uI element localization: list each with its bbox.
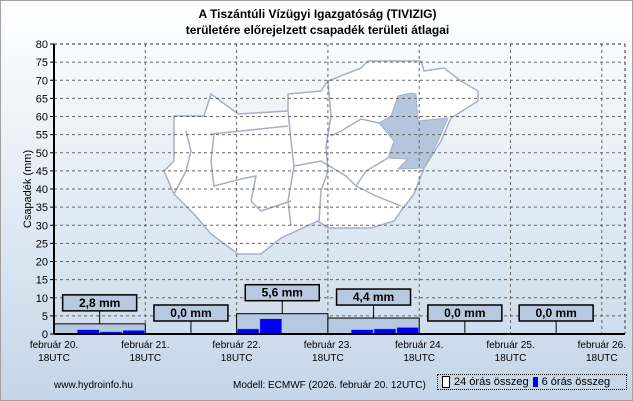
data-label-box [244, 283, 320, 302]
legend: 24 órás összeg 6 órás összeg [437, 374, 627, 390]
y-tick-label: 15 [36, 275, 48, 287]
x-tick-label-date: február 25. [486, 340, 534, 351]
x-tick-label-date: február 21. [121, 340, 169, 351]
data-label-box [427, 304, 503, 322]
data-label: 5,6 mm [262, 286, 303, 300]
data-label-box [153, 304, 229, 322]
y-tick-label: 60 [36, 112, 48, 124]
y-tick-label: 25 [36, 238, 48, 250]
x-tick-label-time: 18UTC [312, 353, 344, 364]
x-tick-label-date: február 20. [30, 340, 78, 351]
y-tick-label: 70 [36, 75, 48, 87]
y-tick-label: 50 [36, 148, 48, 160]
legend-6h-swatch [532, 377, 538, 387]
y-tick-label: 80 [36, 39, 48, 51]
chart-title: A Tiszántúli Vízügyi Igazgatóság (TIVIZI… [198, 7, 437, 21]
y-tick-label: 35 [36, 202, 48, 214]
data-label: 4,4 mm [353, 290, 394, 304]
model-info: Modell: ECMWF (2026. február 20. 12UTC) [233, 380, 426, 391]
source-link[interactable]: www.hydroinfo.hu [54, 380, 133, 391]
x-tick-label-time: 18UTC [38, 353, 70, 364]
data-label: 0,0 mm [170, 306, 211, 320]
y-axis-label: Csapadék (mm) [22, 150, 34, 228]
data-label: 0,0 mm [444, 306, 485, 320]
hungary-map [163, 60, 479, 255]
bar-6h [259, 318, 282, 335]
y-tick-label: 40 [36, 184, 48, 196]
x-tick-label-date: február 24. [395, 340, 443, 351]
y-tick-label: 30 [36, 220, 48, 232]
x-tick-label-date: február 26. [578, 340, 626, 351]
y-tick-label: 10 [36, 293, 48, 305]
data-label-box [518, 304, 594, 322]
data-label-box [335, 288, 412, 306]
x-tick-label-date: február 23. [304, 340, 352, 351]
y-tick-label: 75 [36, 57, 48, 69]
y-tick-label: 65 [36, 93, 48, 105]
legend-24h-swatch [442, 376, 450, 388]
x-tick-label-date: február 22. [212, 340, 260, 351]
x-tick-label-time: 18UTC [129, 353, 161, 364]
y-tick-label: 45 [36, 166, 48, 178]
data-label-box [61, 294, 138, 312]
data-label: 2,8 mm [79, 296, 120, 310]
y-tick-label: 55 [36, 130, 48, 142]
legend-24h-label: 24 órás összeg [454, 376, 529, 388]
data-label: 0,0 mm [535, 306, 576, 320]
y-tick-label: 20 [36, 257, 48, 269]
x-tick-label-time: 18UTC [221, 353, 253, 364]
chart-subtitle: területére előrejelzett csapadék terület… [185, 23, 450, 37]
y-tick-label: 5 [42, 311, 48, 323]
x-tick-label-time: 18UTC [586, 353, 618, 364]
x-tick-label-time: 18UTC [495, 353, 527, 364]
x-tick-label-time: 18UTC [403, 353, 435, 364]
legend-6h-label: 6 órás összeg [541, 376, 611, 388]
y-tick-label: 0 [42, 329, 48, 341]
